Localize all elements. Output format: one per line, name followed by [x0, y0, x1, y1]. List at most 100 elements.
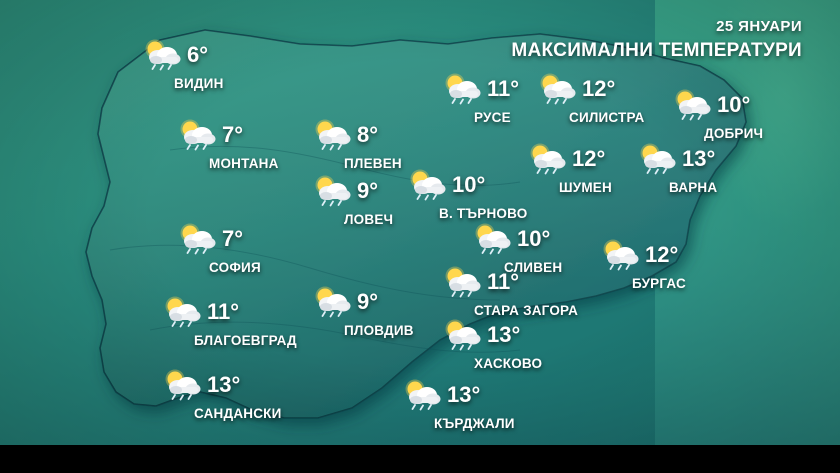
city-marker[interactable]: 12° СИЛИСТРА: [535, 72, 644, 125]
city-temperature: 7°: [222, 226, 244, 251]
city-temperature: 13°: [682, 146, 716, 171]
city-name: ЛОВЕЧ: [344, 212, 394, 227]
city-temperature: 13°: [207, 372, 241, 397]
city-marker[interactable]: 10° В. ТЪРНОВО: [405, 168, 527, 221]
sun-cloud-rain-icon: [310, 174, 354, 208]
city-temp-row: 13°: [440, 318, 542, 352]
city-temperature: 12°: [572, 146, 606, 171]
city-marker[interactable]: 11° СТАРА ЗАГОРА: [440, 265, 578, 318]
city-temp-row: 9°: [310, 174, 393, 208]
city-temp-row: 11°: [440, 72, 519, 106]
city-temp-row: 7°: [175, 118, 279, 152]
city-temperature: 10°: [452, 172, 486, 197]
city-temperature: 12°: [645, 242, 679, 267]
city-name: ДОБРИЧ: [704, 126, 764, 141]
city-temperature: 11°: [207, 299, 240, 324]
city-name: ШУМЕН: [559, 180, 612, 195]
sun-cloud-rain-icon: [310, 118, 354, 152]
city-temp-row: 8°: [310, 118, 402, 152]
city-name: РУСЕ: [474, 110, 511, 125]
city-marker[interactable]: 10° ДОБРИЧ: [670, 88, 763, 141]
sun-cloud-rain-icon: [400, 378, 444, 412]
city-name: ПЛОВДИВ: [344, 323, 414, 338]
sun-cloud-rain-icon: [310, 285, 354, 319]
sun-cloud-rain-icon: [140, 38, 184, 72]
city-marker[interactable]: 9° ЛОВЕЧ: [310, 174, 393, 227]
city-marker[interactable]: 10° СЛИВЕН: [470, 222, 562, 275]
city-name: СТАРА ЗАГОРА: [474, 303, 579, 318]
city-name: БУРГАС: [632, 276, 686, 291]
city-temp-row: 10°: [405, 168, 527, 202]
city-temperature: 6°: [187, 42, 209, 67]
city-marker[interactable]: 12° ШУМЕН: [525, 142, 612, 195]
sun-cloud-rain-icon: [440, 318, 484, 352]
city-temperature: 13°: [447, 382, 481, 407]
city-temperature: 9°: [357, 178, 379, 203]
sun-cloud-rain-icon: [525, 142, 569, 176]
city-temp-row: 13°: [400, 378, 515, 412]
city-temp-row: 12°: [535, 72, 644, 106]
city-name: СОФИЯ: [209, 260, 261, 275]
city-temperature: 11°: [487, 269, 520, 294]
city-marker[interactable]: 13° КЪРДЖАЛИ: [400, 378, 515, 431]
sun-cloud-rain-icon: [160, 295, 204, 329]
sun-cloud-rain-icon: [535, 72, 579, 106]
city-temp-row: 10°: [670, 88, 763, 122]
city-temp-row: 9°: [310, 285, 414, 319]
city-temperature: 10°: [717, 92, 751, 117]
sun-cloud-rain-icon: [175, 222, 219, 256]
city-temp-row: 7°: [175, 222, 261, 256]
city-name: МОНТАНА: [209, 156, 279, 171]
city-temp-row: 12°: [525, 142, 612, 176]
city-marker[interactable]: 13° САНДАНСКИ: [160, 368, 282, 421]
city-marker[interactable]: 13° ХАСКОВО: [440, 318, 542, 371]
city-temp-row: 13°: [160, 368, 282, 402]
headline-date: 25 ЯНУАРИ: [716, 18, 802, 35]
city-temperature: 9°: [357, 289, 379, 314]
city-marker[interactable]: 11° БЛАГОЕВГРАД: [160, 295, 297, 348]
city-name: В. ТЪРНОВО: [439, 206, 528, 221]
city-temp-row: 11°: [160, 295, 297, 329]
city-temperature: 7°: [222, 122, 244, 147]
city-temperature: 12°: [582, 76, 616, 101]
city-name: ВАРНА: [669, 180, 718, 195]
headline-title: МАКСИМАЛНИ ТЕМПЕРАТУРИ: [511, 40, 802, 61]
sun-cloud-rain-icon: [670, 88, 714, 122]
city-name: ХАСКОВО: [474, 356, 543, 371]
sun-cloud-rain-icon: [175, 118, 219, 152]
city-marker[interactable]: 6° ВИДИН: [140, 38, 224, 91]
city-marker[interactable]: 13° ВАРНА: [635, 142, 717, 195]
city-marker[interactable]: 7° СОФИЯ: [175, 222, 261, 275]
city-temp-row: 6°: [140, 38, 224, 72]
sun-cloud-rain-icon: [598, 238, 642, 272]
city-temperature: 13°: [487, 322, 521, 347]
city-temp-row: 12°: [598, 238, 686, 272]
sun-cloud-rain-icon: [440, 72, 484, 106]
headline-block: 25 ЯНУАРИ МАКСИМАЛНИ ТЕМПЕРАТУРИ: [511, 18, 802, 62]
city-temperature: 10°: [517, 226, 551, 251]
city-marker[interactable]: 9° ПЛОВДИВ: [310, 285, 414, 338]
city-temp-row: 13°: [635, 142, 717, 176]
city-name: САНДАНСКИ: [194, 406, 282, 421]
sun-cloud-rain-icon: [160, 368, 204, 402]
city-name: ВИДИН: [174, 76, 224, 91]
city-temperature: 11°: [487, 76, 520, 101]
city-name: ПЛЕВЕН: [344, 156, 402, 171]
city-name: БЛАГОЕВГРАД: [194, 333, 297, 348]
sun-cloud-rain-icon: [470, 222, 514, 256]
city-marker[interactable]: 12° БУРГАС: [598, 238, 686, 291]
sun-cloud-rain-icon: [405, 168, 449, 202]
sun-cloud-rain-icon: [635, 142, 679, 176]
city-temp-row: 11°: [440, 265, 578, 299]
city-name: КЪРДЖАЛИ: [434, 416, 515, 431]
sun-cloud-rain-icon: [440, 265, 484, 299]
city-temperature: 8°: [357, 122, 379, 147]
city-name: СЛИВЕН: [504, 260, 563, 275]
city-temp-row: 10°: [470, 222, 562, 256]
bottom-black-bar: [0, 445, 840, 473]
city-marker[interactable]: 8° ПЛЕВЕН: [310, 118, 402, 171]
city-marker[interactable]: 7° МОНТАНА: [175, 118, 279, 171]
city-marker[interactable]: 11° РУСЕ: [440, 72, 519, 125]
